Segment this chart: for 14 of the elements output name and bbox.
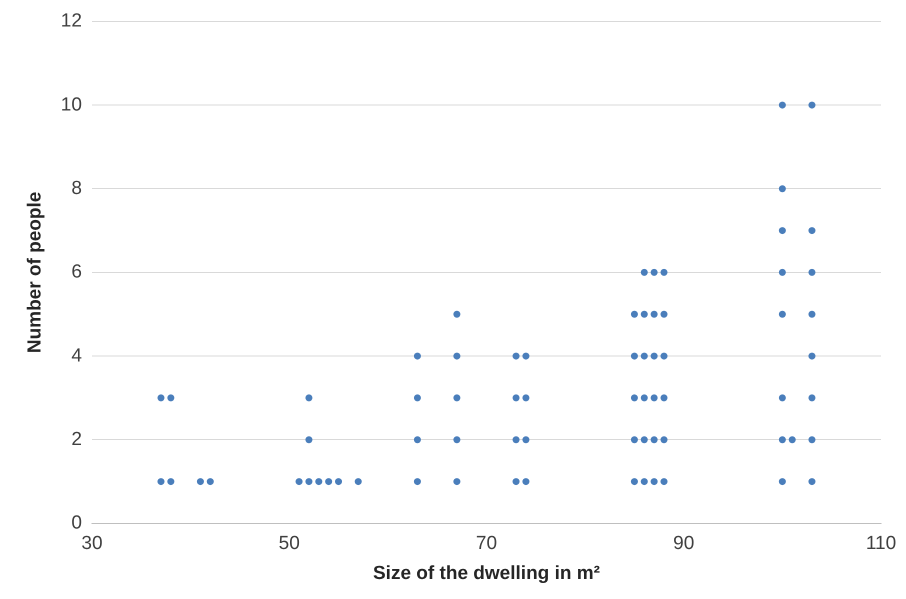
y-tick-label: 0 <box>71 512 82 534</box>
y-tick-label: 12 <box>60 10 82 32</box>
y-tick-label: 8 <box>71 178 82 199</box>
x-tick-label: 70 <box>476 533 498 554</box>
x-tick-label: 110 <box>866 533 896 554</box>
x-axis-title: Size of the dwelling in m² <box>372 562 600 584</box>
y-tick-label: 6 <box>71 262 82 283</box>
y-tick-label: 10 <box>60 94 82 116</box>
y-tick-label: 2 <box>71 428 82 450</box>
x-tick-label: 30 <box>81 533 103 554</box>
x-tick-label: 50 <box>278 533 300 554</box>
y-tick-label: 4 <box>71 345 82 366</box>
y-axis-title: Number of people <box>24 192 46 354</box>
x-tick-label: 90 <box>673 533 694 554</box>
